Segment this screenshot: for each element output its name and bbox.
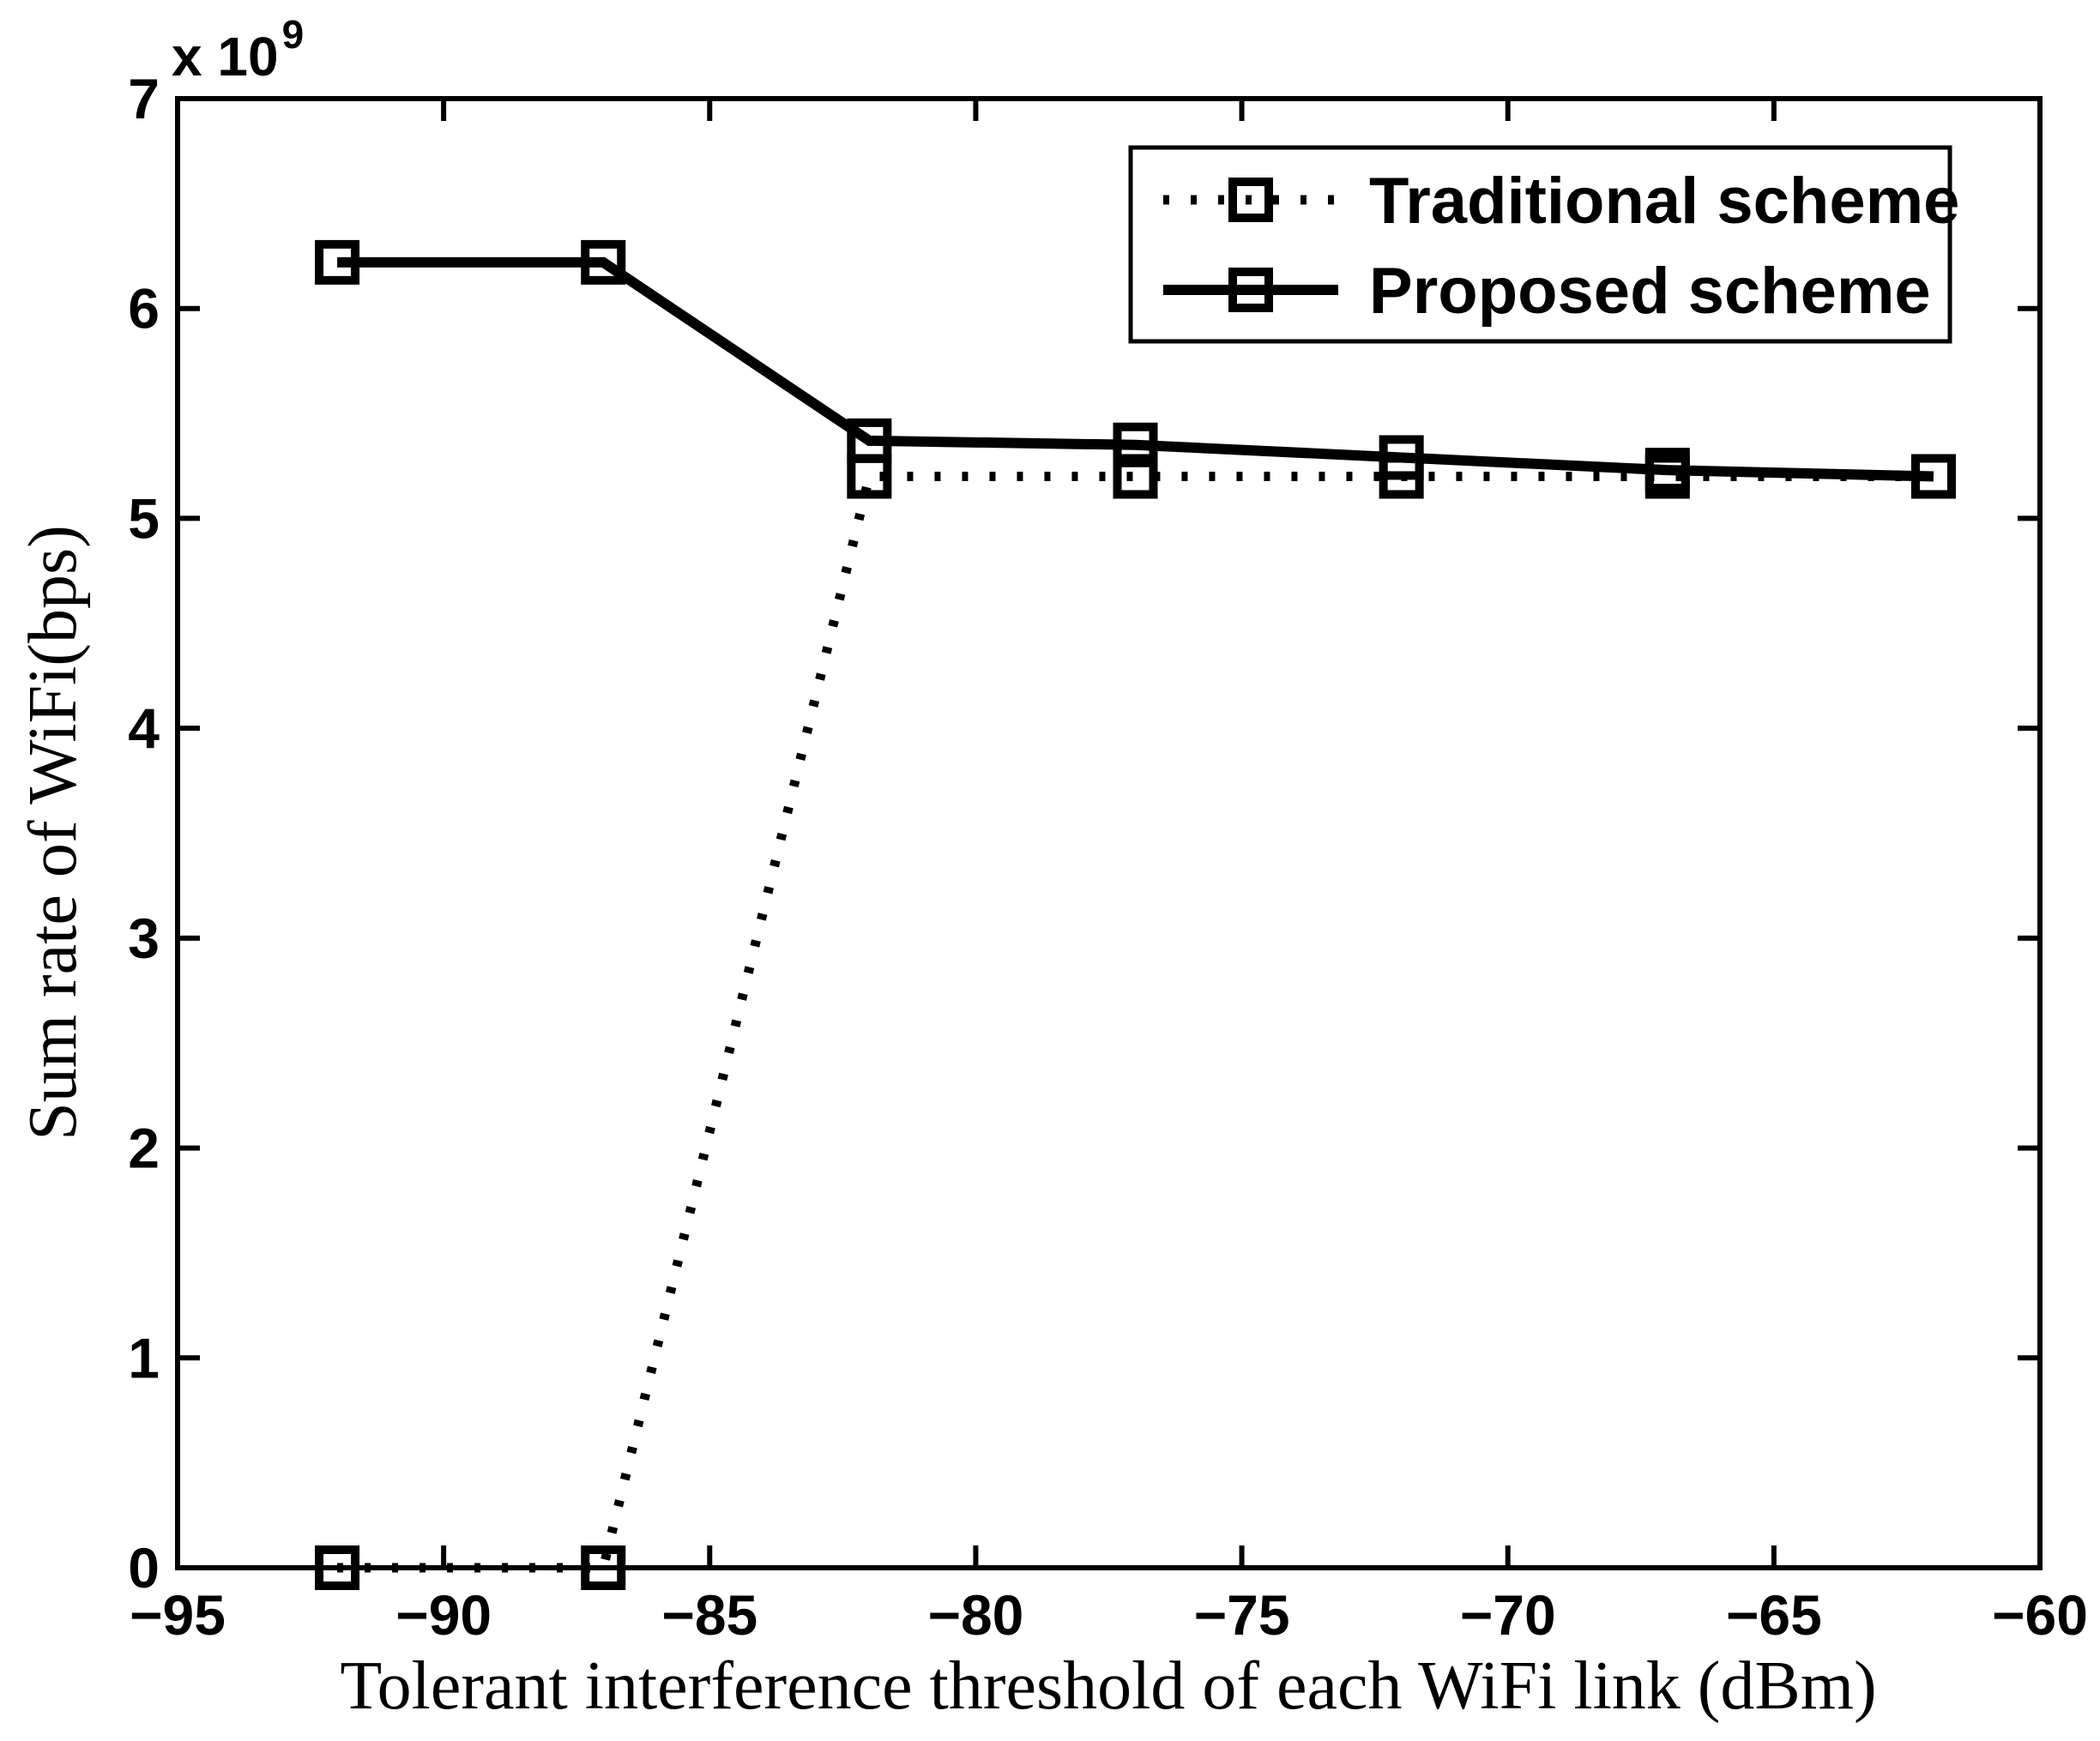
x-axis-tick-label--65: −65: [1726, 1583, 1822, 1647]
legend-square-marker-traditional: [1228, 178, 1273, 222]
y-axis-exponent-label: x 109: [172, 12, 304, 87]
series-marker-proposed-scheme--72dBm: [1379, 435, 1424, 480]
series-marker-traditional-scheme--77dBm: [1113, 454, 1158, 499]
x-axis-title: Tolerant interference threshold of each …: [340, 1648, 1876, 1724]
series-marker-traditional-scheme--87dBm: [581, 1545, 626, 1590]
y-axis-tick-label-6: 6: [128, 277, 160, 340]
x-axis-tick-label--70: −70: [1460, 1583, 1556, 1647]
series-line-proposed-scheme: [337, 256, 1934, 482]
axis-ticks-layer: −95 −90 −85 −80 −75 −70 −65 −60 0 1 2 3 4 5 6 7: [128, 67, 2088, 1647]
x-axis-tick-label--85: −85: [661, 1583, 757, 1647]
series-marker-proposed-scheme--82dBm: [847, 418, 892, 463]
series-marker-proposed-scheme--92dBm: [315, 239, 360, 285]
y-axis-tick-label-7: 7: [128, 67, 160, 130]
series-marker-proposed-scheme--77dBm: [1113, 422, 1158, 467]
y-axis-tick-label-0: 0: [128, 1536, 160, 1599]
series-marker-proposed-scheme--62dBm: [1910, 454, 1956, 499]
y-axis-tick-label-2: 2: [128, 1117, 160, 1180]
legend-box: Traditional scheme Proposed scheme: [1128, 145, 1959, 344]
y-axis-title: Sum rate of WiFi(bps): [15, 525, 91, 1140]
x-axis-tick-label--60: −60: [1992, 1583, 2088, 1647]
x-axis-tick-label--95: −95: [130, 1583, 226, 1647]
x-axis-tick-label--75: −75: [1194, 1583, 1290, 1647]
series-marker-proposed-scheme--67dBm: [1644, 448, 1690, 493]
legend-entry-traditional: Traditional scheme: [1163, 165, 1959, 238]
x-axis-tick-label--80: −80: [927, 1583, 1023, 1647]
series-line-traditional-scheme: [337, 471, 1934, 1573]
legend-label-proposed: Proposed scheme: [1369, 255, 1931, 328]
data-series-layer: [315, 239, 1956, 1590]
legend-label-traditional: Traditional scheme: [1369, 165, 1959, 238]
legend-square-marker-proposed: [1228, 268, 1273, 312]
legend-entry-proposed: Proposed scheme: [1163, 255, 1931, 328]
y-axis-tick-label-5: 5: [128, 486, 160, 550]
y-axis-tick-label-4: 4: [128, 696, 160, 760]
y-axis-exponent-base: x 10: [172, 26, 279, 87]
x-axis-tick-label--90: −90: [395, 1583, 492, 1647]
y-axis-tick-label-1: 1: [128, 1326, 160, 1389]
plot-area-border: [175, 96, 2043, 1570]
series-marker-proposed-scheme--87dBm: [581, 239, 626, 285]
y-axis-tick-label-3: 3: [128, 907, 160, 970]
series-marker-traditional-scheme--92dBm: [315, 1545, 360, 1590]
y-axis-exponent-power: 9: [282, 12, 305, 57]
